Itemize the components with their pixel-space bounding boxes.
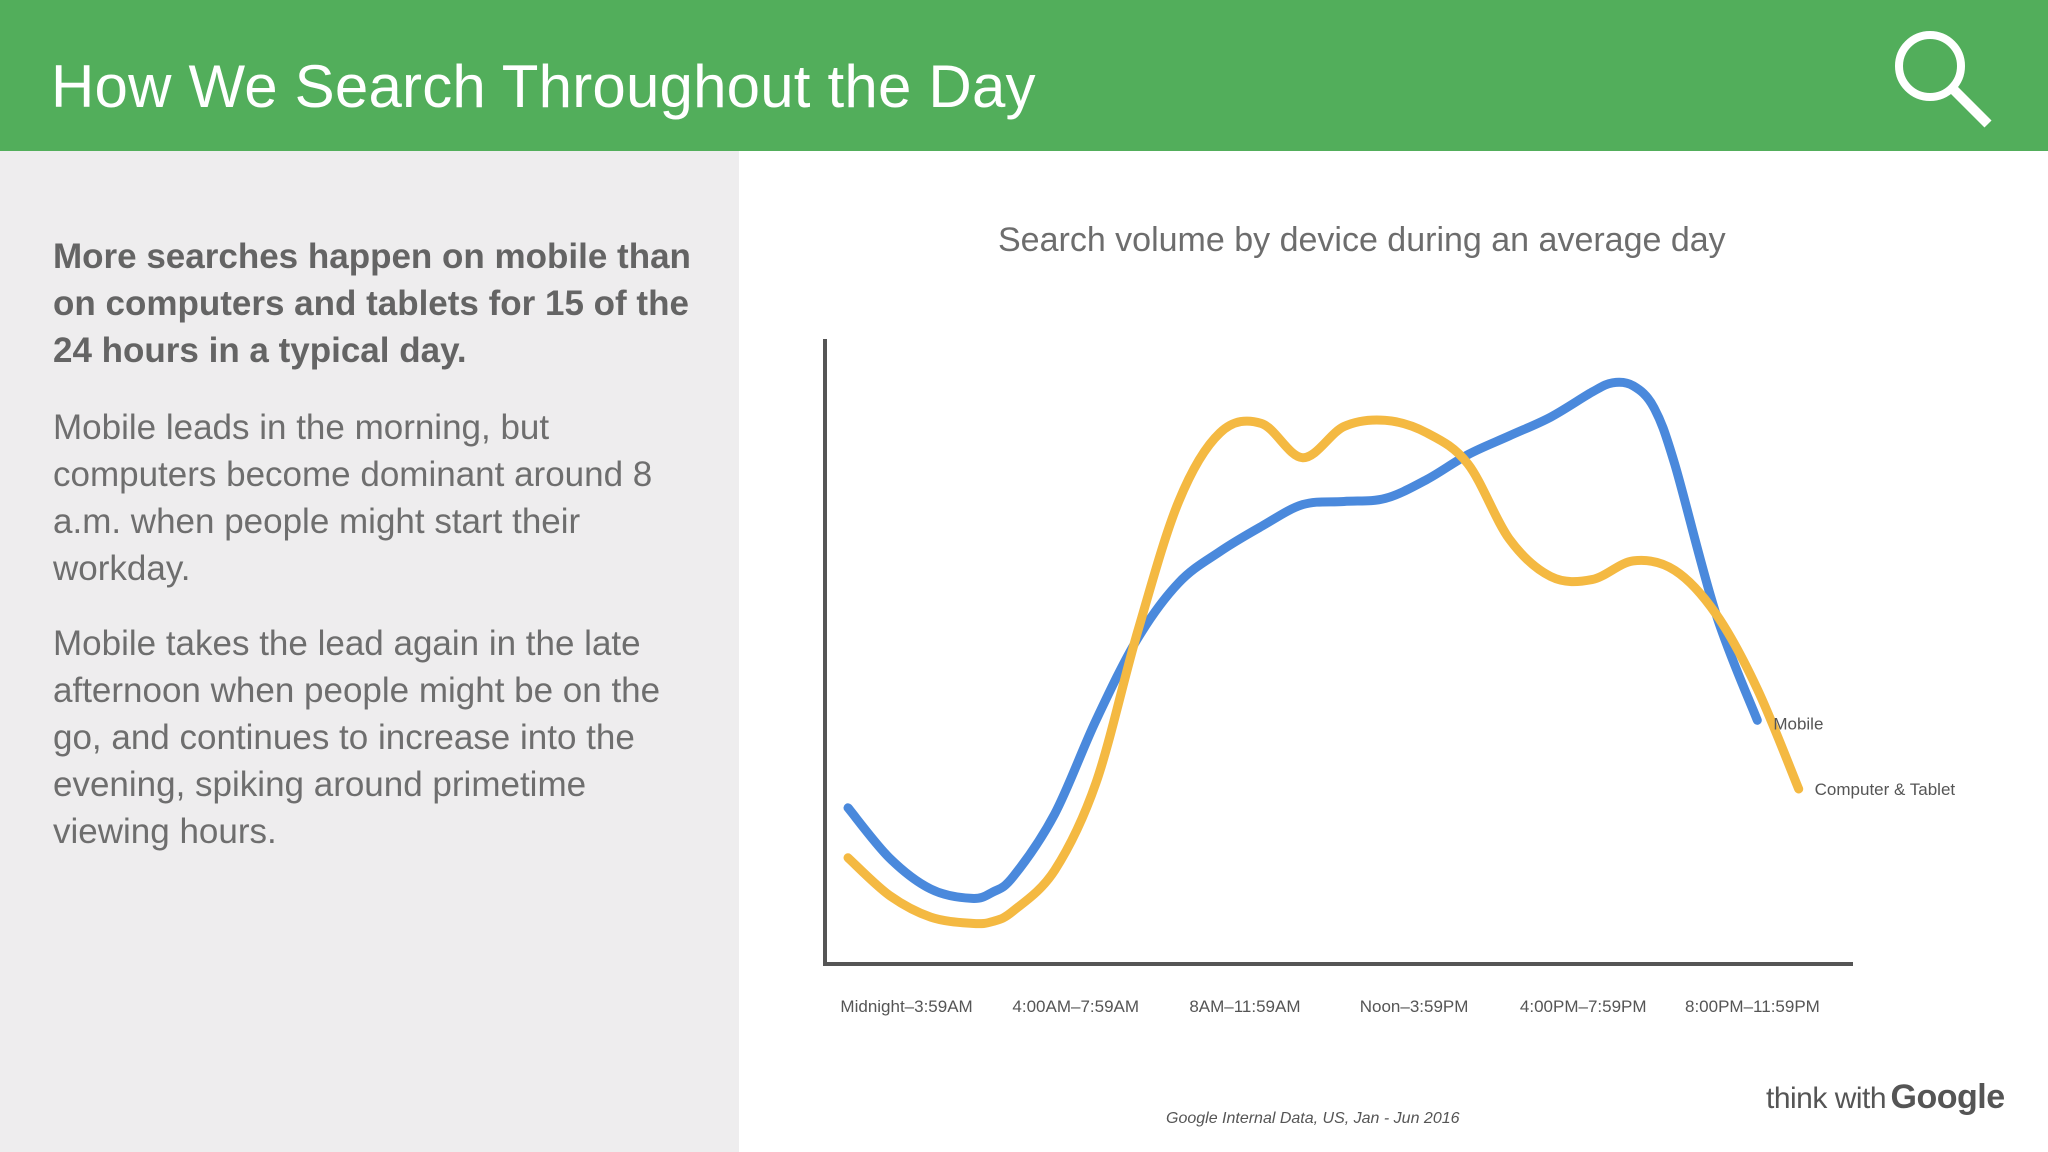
sidebar-panel bbox=[0, 151, 739, 1152]
series-line-mobile bbox=[843, 377, 1762, 903]
page-title: How We Search Throughout the Day bbox=[51, 53, 1036, 120]
header-bar: How We Search Throughout the Day bbox=[0, 0, 2048, 151]
paragraph-morning: Mobile leads in the morning, but compute… bbox=[53, 408, 653, 588]
paragraph-afternoon: Mobile takes the lead again in the late … bbox=[53, 624, 661, 851]
search-icon bbox=[1895, 31, 1992, 128]
series-line-computer-tablet bbox=[843, 415, 1804, 929]
x-tick-label: 4:00AM–7:59AM bbox=[1012, 997, 1139, 1016]
series-label-mobile: Mobile bbox=[1773, 714, 1823, 733]
x-tick-label: 4:00PM–7:59PM bbox=[1520, 997, 1647, 1016]
x-tick-label: Noon–3:59PM bbox=[1360, 997, 1469, 1016]
x-tick-label: 8:00PM–11:59PM bbox=[1685, 997, 1820, 1016]
brand-name: Google bbox=[1890, 1078, 2006, 1116]
x-tick-label: Midnight–3:59AM bbox=[840, 997, 972, 1016]
x-tick-label: 8AM–11:59AM bbox=[1189, 997, 1300, 1016]
source-note: Google Internal Data, US, Jan - Jun 2016 bbox=[1166, 1110, 1460, 1127]
chart-title: Search volume by device during an averag… bbox=[998, 221, 1726, 259]
lead-text: More searches happen on mobile than on c… bbox=[53, 237, 691, 370]
brand-logo: think with Google bbox=[1766, 1078, 2005, 1117]
brand-prefix: think with bbox=[1766, 1082, 1887, 1115]
series-label-computer-tablet: Computer & Tablet bbox=[1815, 780, 1956, 799]
